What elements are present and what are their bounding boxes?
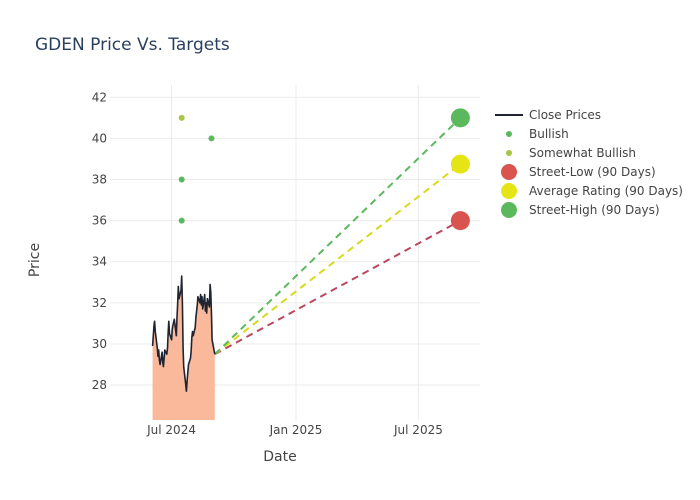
target-line — [214, 163, 461, 356]
rating-marker — [178, 176, 185, 183]
legend-label: Somewhat Bullish — [529, 146, 636, 160]
y-tick-label: 28 — [92, 378, 107, 392]
target-lines — [214, 117, 462, 356]
target-line — [214, 219, 461, 356]
legend-label: Street-High (90 Days) — [529, 203, 660, 217]
rating-markers — [178, 114, 215, 224]
legend-label: Average Rating (90 Days) — [529, 184, 683, 198]
y-axis-label: Price — [27, 243, 43, 277]
close-price-area — [152, 276, 215, 420]
close-price-line-layer — [151, 275, 216, 392]
legend-dot-swatch — [506, 131, 512, 137]
target-marker — [450, 154, 470, 174]
close-price-fill — [152, 276, 215, 420]
chart-legend: Close Prices Bullish Somewhat Bullish Stree… — [495, 108, 683, 218]
y-axis-ticks: 28 30 32 34 36 38 40 42 — [92, 90, 107, 392]
y-tick-label: 38 — [92, 173, 107, 187]
x-tick-label: Jul 2024 — [146, 423, 196, 437]
x-axis-ticks: Jul 2024 Jan 2025 Jul 2025 — [146, 423, 443, 437]
close-price-line — [151, 275, 216, 392]
rating-marker — [178, 217, 185, 224]
legend-label: Close Prices — [529, 108, 601, 122]
y-tick-label: 36 — [92, 214, 107, 228]
x-axis-label: Date — [263, 449, 296, 465]
legend-label: Street-Low (90 Days) — [529, 165, 656, 179]
x-tick-label: Jul 2025 — [393, 423, 443, 437]
y-tick-label: 30 — [92, 337, 107, 351]
rating-marker — [178, 114, 185, 121]
target-markers — [450, 108, 470, 231]
legend-circle-swatch — [501, 202, 517, 218]
legend-circle-swatch — [501, 164, 517, 180]
rating-marker — [208, 135, 215, 142]
legend-dot-swatch — [506, 150, 512, 156]
y-tick-label: 32 — [92, 296, 107, 310]
legend-label: Bullish — [529, 127, 569, 141]
y-tick-label: 34 — [92, 255, 107, 269]
x-tick-label: Jan 2025 — [269, 423, 323, 437]
chart-title: GDEN Price Vs. Targets — [35, 35, 230, 55]
target-marker — [450, 211, 470, 231]
legend-circle-swatch — [501, 183, 517, 199]
target-marker — [450, 108, 470, 128]
y-tick-label: 42 — [92, 90, 107, 104]
y-tick-label: 40 — [92, 131, 107, 145]
target-line — [214, 117, 462, 355]
